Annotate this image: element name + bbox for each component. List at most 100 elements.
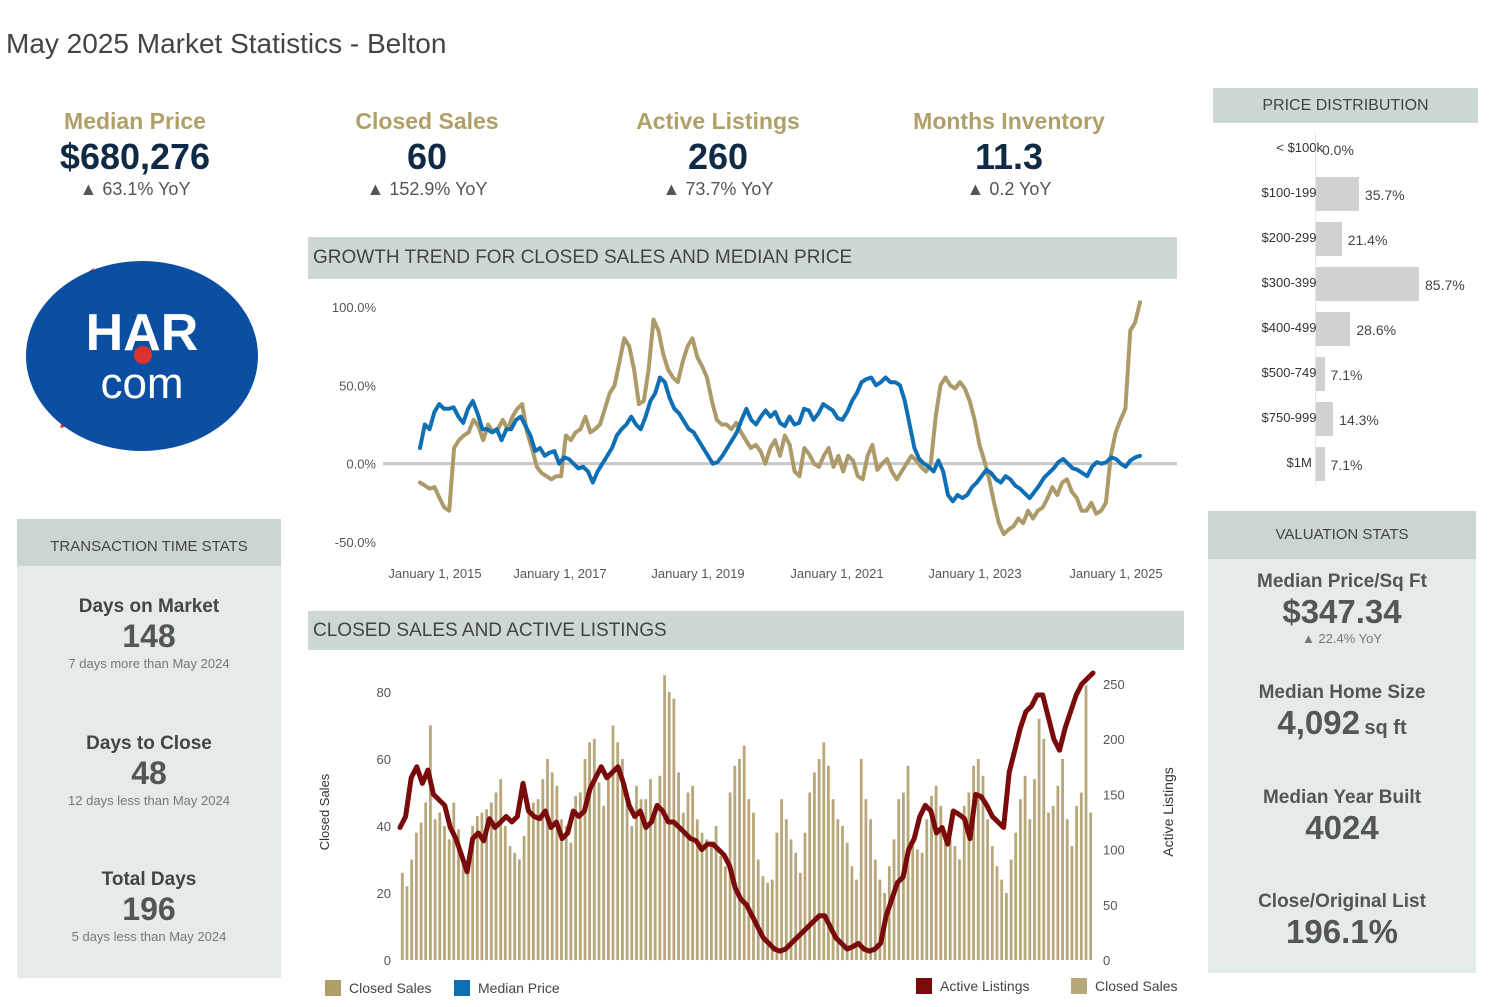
closed-sales-bar: [447, 839, 451, 960]
closed-sales-bar: [700, 832, 704, 960]
closed-sales-bar: [939, 805, 943, 960]
growth-legend-closed-sales: Closed Sales: [325, 980, 432, 996]
kpi-value: 11.3: [974, 136, 1044, 177]
kpi-label: Active Listings: [636, 108, 800, 134]
closed-sales-bar: [635, 785, 638, 960]
closed-sales-bar: [471, 826, 474, 960]
stat-sub: 7 days more than May 2024: [68, 656, 230, 671]
closed-sales-bar: [621, 759, 624, 960]
median-home-size: Median Home Size 4,092 sq ft: [1208, 682, 1476, 742]
closed-sales-bar: [911, 846, 915, 960]
closed-sales-bar: [433, 819, 437, 960]
closed-sales-bar: [986, 819, 989, 960]
closed-sales-bar: [527, 809, 531, 961]
price-range-label: $750-999k: [1261, 410, 1323, 425]
price-distribution-pct: 28.6%: [1356, 322, 1397, 338]
closed-sales-bar: [560, 819, 563, 960]
price-distribution-bar: [1316, 312, 1351, 346]
closed-sales-bar: [705, 839, 709, 960]
y-tick-label: 100.0%: [332, 300, 377, 315]
closed-sales-bar: [667, 692, 671, 960]
kpi-yoy: ▲ 63.1% YoY: [79, 179, 191, 199]
price-distribution-title: PRICE DISTRIBUTION: [1213, 88, 1478, 123]
closed-sales-bar: [607, 779, 610, 960]
closed-sales-bar: [962, 805, 966, 960]
growth-chart-title: GROWTH TREND FOR CLOSED SALES AND MEDIAN…: [308, 237, 1177, 279]
closed-sales-bar: [836, 819, 840, 960]
stat-value: 4,092: [1277, 704, 1360, 741]
closed-sales-bar: [644, 799, 648, 960]
price-range-label: $1M +: [1286, 455, 1324, 470]
closed-sales-bar: [1037, 718, 1041, 960]
price-distribution-pct: 35.7%: [1364, 187, 1405, 203]
closed-sales-bar: [1042, 738, 1046, 960]
closed-sales-bar: [625, 792, 629, 960]
closed-sales-bar: [784, 819, 788, 960]
closed-sales-bar: [761, 876, 765, 961]
closed-sales-bar: [611, 725, 615, 960]
price-distribution-row: $1M + 7.1%: [1213, 447, 1483, 481]
closed-sales-bar: [569, 842, 573, 961]
closed-sales-bar: [972, 765, 975, 960]
closed-sales-bar: [649, 779, 652, 960]
closed-sales-bar: [457, 829, 460, 960]
price-distribution-axis: [1315, 132, 1316, 486]
stat-label: Days on Market: [78, 596, 220, 617]
closed-sales-bar: [597, 782, 601, 960]
price-distribution-pct: 7.1%: [1330, 367, 1363, 383]
x-tick-label: January 1, 2023: [928, 566, 1021, 581]
right-tick-label: 200: [1103, 732, 1125, 747]
stat-sub: 12 days less than May 2024: [68, 793, 230, 808]
closed-sales-bar: [485, 809, 488, 961]
closed-sales-bar: [710, 842, 713, 961]
closed-sales-bar: [1079, 792, 1083, 960]
stat-label: Close/Original List: [1258, 891, 1426, 912]
closed-sales-bar: [967, 792, 971, 960]
closed-sales-bar: [574, 795, 577, 960]
closed-sales-bar: [1047, 812, 1050, 960]
price-distribution-row: $400-499k 28.6%: [1213, 312, 1483, 346]
legend-label: Closed Sales: [1095, 978, 1178, 994]
price-distribution-row: < $100k 0.0%: [1213, 132, 1483, 166]
kpi-value: 60: [406, 136, 448, 177]
closed-sales-bar: [845, 842, 849, 961]
active-listings-line: [397, 670, 1096, 954]
price-distribution-bar: [1316, 267, 1419, 301]
price-distribution-pct: 14.3%: [1339, 412, 1379, 428]
left-tick-label: 0: [384, 953, 391, 968]
kpi-yoy: ▲ 152.9% YoY: [366, 179, 488, 199]
price-distribution-pct: 21.4%: [1347, 232, 1388, 248]
closed-sales-bar: [532, 802, 535, 960]
har-logo: HAR com: [26, 261, 258, 451]
closed-sales-bar: [536, 799, 540, 960]
closed-sales-bar: [925, 819, 929, 960]
closed-sales-bar: [747, 799, 751, 960]
price-distribution-row: $300-399k 85.7%: [1213, 267, 1483, 301]
legend-swatch: [454, 980, 470, 996]
closed-sales-bar: [639, 799, 643, 960]
closed-sales-bar: [827, 765, 830, 960]
series-line-closed-sales: [418, 300, 1142, 537]
closed-sales-bar: [677, 772, 680, 960]
days-on-market: Days on Market 148 7 days more than May …: [17, 596, 281, 671]
price-distribution-bar: [1316, 447, 1325, 481]
stat-label: Days to Close: [86, 733, 212, 754]
closed-sales-bar: [494, 792, 498, 960]
price-distribution-row: $200-299k 21.4%: [1213, 222, 1483, 256]
closed-sales-bar: [438, 812, 442, 960]
closed-sales-bar: [798, 872, 802, 960]
kpi-median-price: Median Price $680,276 ▲ 63.1% YoY: [15, 108, 255, 200]
transaction-stats-panel: TRANSACTION TIME STATS Days on Market 14…: [17, 519, 281, 978]
price-distribution-row: $750-999k 14.3%: [1213, 402, 1483, 436]
closed-sales-bar: [864, 799, 868, 960]
sales-legend-active-listings: Active Listings: [916, 978, 1029, 994]
stat-label: Total Days: [101, 869, 197, 890]
closed-sales-bar: [555, 785, 559, 960]
closed-sales-bar: [855, 879, 858, 960]
legend-swatch: [1071, 978, 1087, 994]
closed-sales-bar: [878, 879, 882, 960]
logo-dot-icon: [134, 346, 152, 364]
right-tick-label: 0: [1103, 953, 1110, 968]
price-distribution-row: $100-199k 35.7%: [1213, 177, 1483, 211]
right-axis-label: Active Listings: [1160, 767, 1176, 856]
